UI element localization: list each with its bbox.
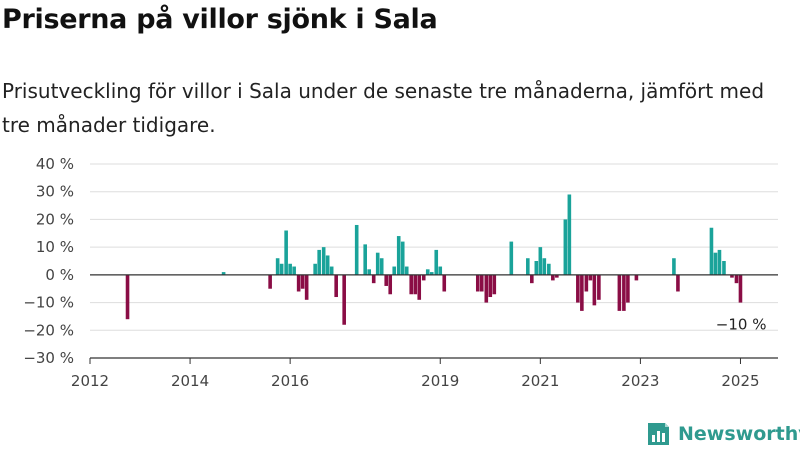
bar xyxy=(268,274,272,289)
bar xyxy=(284,230,288,275)
bar xyxy=(551,274,555,281)
bar xyxy=(334,274,338,298)
bar xyxy=(592,274,597,306)
bar xyxy=(375,252,380,275)
bar xyxy=(438,266,443,275)
bar xyxy=(400,241,405,275)
y-tick-label: 20 % xyxy=(36,210,74,228)
bar xyxy=(404,266,409,275)
bar xyxy=(542,258,547,275)
bar xyxy=(484,274,489,303)
bar xyxy=(442,274,447,292)
bar xyxy=(296,274,301,292)
bar xyxy=(576,274,580,303)
bar xyxy=(342,274,346,325)
bar xyxy=(534,261,539,275)
y-tick-label: 40 % xyxy=(36,155,74,173)
bar xyxy=(488,274,493,298)
bar xyxy=(597,274,601,300)
bar xyxy=(709,227,714,275)
bar xyxy=(672,258,676,275)
bar xyxy=(634,274,639,281)
bar xyxy=(717,249,722,275)
bar xyxy=(409,274,414,295)
y-tick-label: −30 % xyxy=(23,349,74,367)
y-tick-label: 30 % xyxy=(36,183,74,201)
bar xyxy=(676,274,680,292)
bar xyxy=(429,272,434,275)
brand-logo: Newsworthy xyxy=(645,420,800,448)
bar xyxy=(275,258,280,275)
bar xyxy=(392,266,397,275)
bar xyxy=(321,247,326,275)
bar xyxy=(547,263,551,275)
x-tick-label: 2012 xyxy=(71,372,109,390)
bar xyxy=(396,236,401,275)
bar xyxy=(425,269,430,275)
bar xyxy=(738,274,743,303)
x-tick-label: 2016 xyxy=(271,372,309,390)
bar xyxy=(526,258,530,275)
x-tick-label: 2014 xyxy=(171,372,209,390)
bar xyxy=(722,261,726,275)
x-axis-ticks: 2012 2014 2016 2019 2021 2023 2025 xyxy=(71,358,760,390)
bar xyxy=(417,274,422,300)
bar xyxy=(563,219,568,275)
bar xyxy=(530,274,534,284)
bar xyxy=(279,263,284,275)
bar xyxy=(313,263,317,275)
bar xyxy=(384,274,389,286)
x-tick-label: 2019 xyxy=(421,372,459,390)
bar xyxy=(300,274,305,289)
bar xyxy=(509,241,514,275)
bar xyxy=(292,266,296,275)
y-axis-tick-labels: 40 % 30 % 20 % 10 % 0 % −10 % −20 % −30 % xyxy=(23,155,74,367)
bar xyxy=(354,224,359,275)
latest-value-annotation: −10 % xyxy=(716,316,767,334)
bar xyxy=(421,274,426,281)
bar xyxy=(379,258,384,275)
bar xyxy=(475,274,480,292)
bar xyxy=(538,247,543,275)
brand-name: Newsworthy xyxy=(678,423,800,445)
bar xyxy=(730,274,734,278)
x-tick-label: 2025 xyxy=(721,372,759,390)
y-tick-label: −10 % xyxy=(23,294,74,312)
bar xyxy=(584,274,589,292)
bar xyxy=(626,274,630,303)
bar xyxy=(371,274,376,284)
y-tick-label: −20 % xyxy=(23,321,74,339)
y-tick-label: 0 % xyxy=(45,266,74,284)
bar xyxy=(617,274,622,311)
bar xyxy=(325,255,330,275)
bars xyxy=(125,194,743,325)
bar xyxy=(388,274,393,295)
bar xyxy=(304,274,309,300)
bar xyxy=(492,274,497,295)
bar xyxy=(329,266,334,275)
bar xyxy=(555,274,559,278)
bar xyxy=(413,274,418,295)
chart-title: Priserna på villor sjönk i Sala xyxy=(2,4,438,35)
bar xyxy=(713,252,718,275)
bar xyxy=(622,274,626,311)
bar xyxy=(363,244,367,275)
newsworthy-icon xyxy=(648,423,669,445)
bar xyxy=(434,249,439,275)
bar xyxy=(580,274,584,311)
x-tick-label: 2023 xyxy=(621,372,659,390)
bar xyxy=(317,249,321,275)
bar xyxy=(288,263,292,275)
bar xyxy=(221,272,226,275)
bar xyxy=(734,274,739,284)
bar xyxy=(367,269,371,275)
bar xyxy=(567,194,572,275)
x-tick-label: 2021 xyxy=(521,372,559,390)
bar xyxy=(479,274,484,292)
bar xyxy=(588,274,593,281)
chart-subtitle: Prisutveckling för villor i Sala under d… xyxy=(2,79,765,137)
bar xyxy=(125,274,130,320)
y-tick-label: 10 % xyxy=(36,238,74,256)
